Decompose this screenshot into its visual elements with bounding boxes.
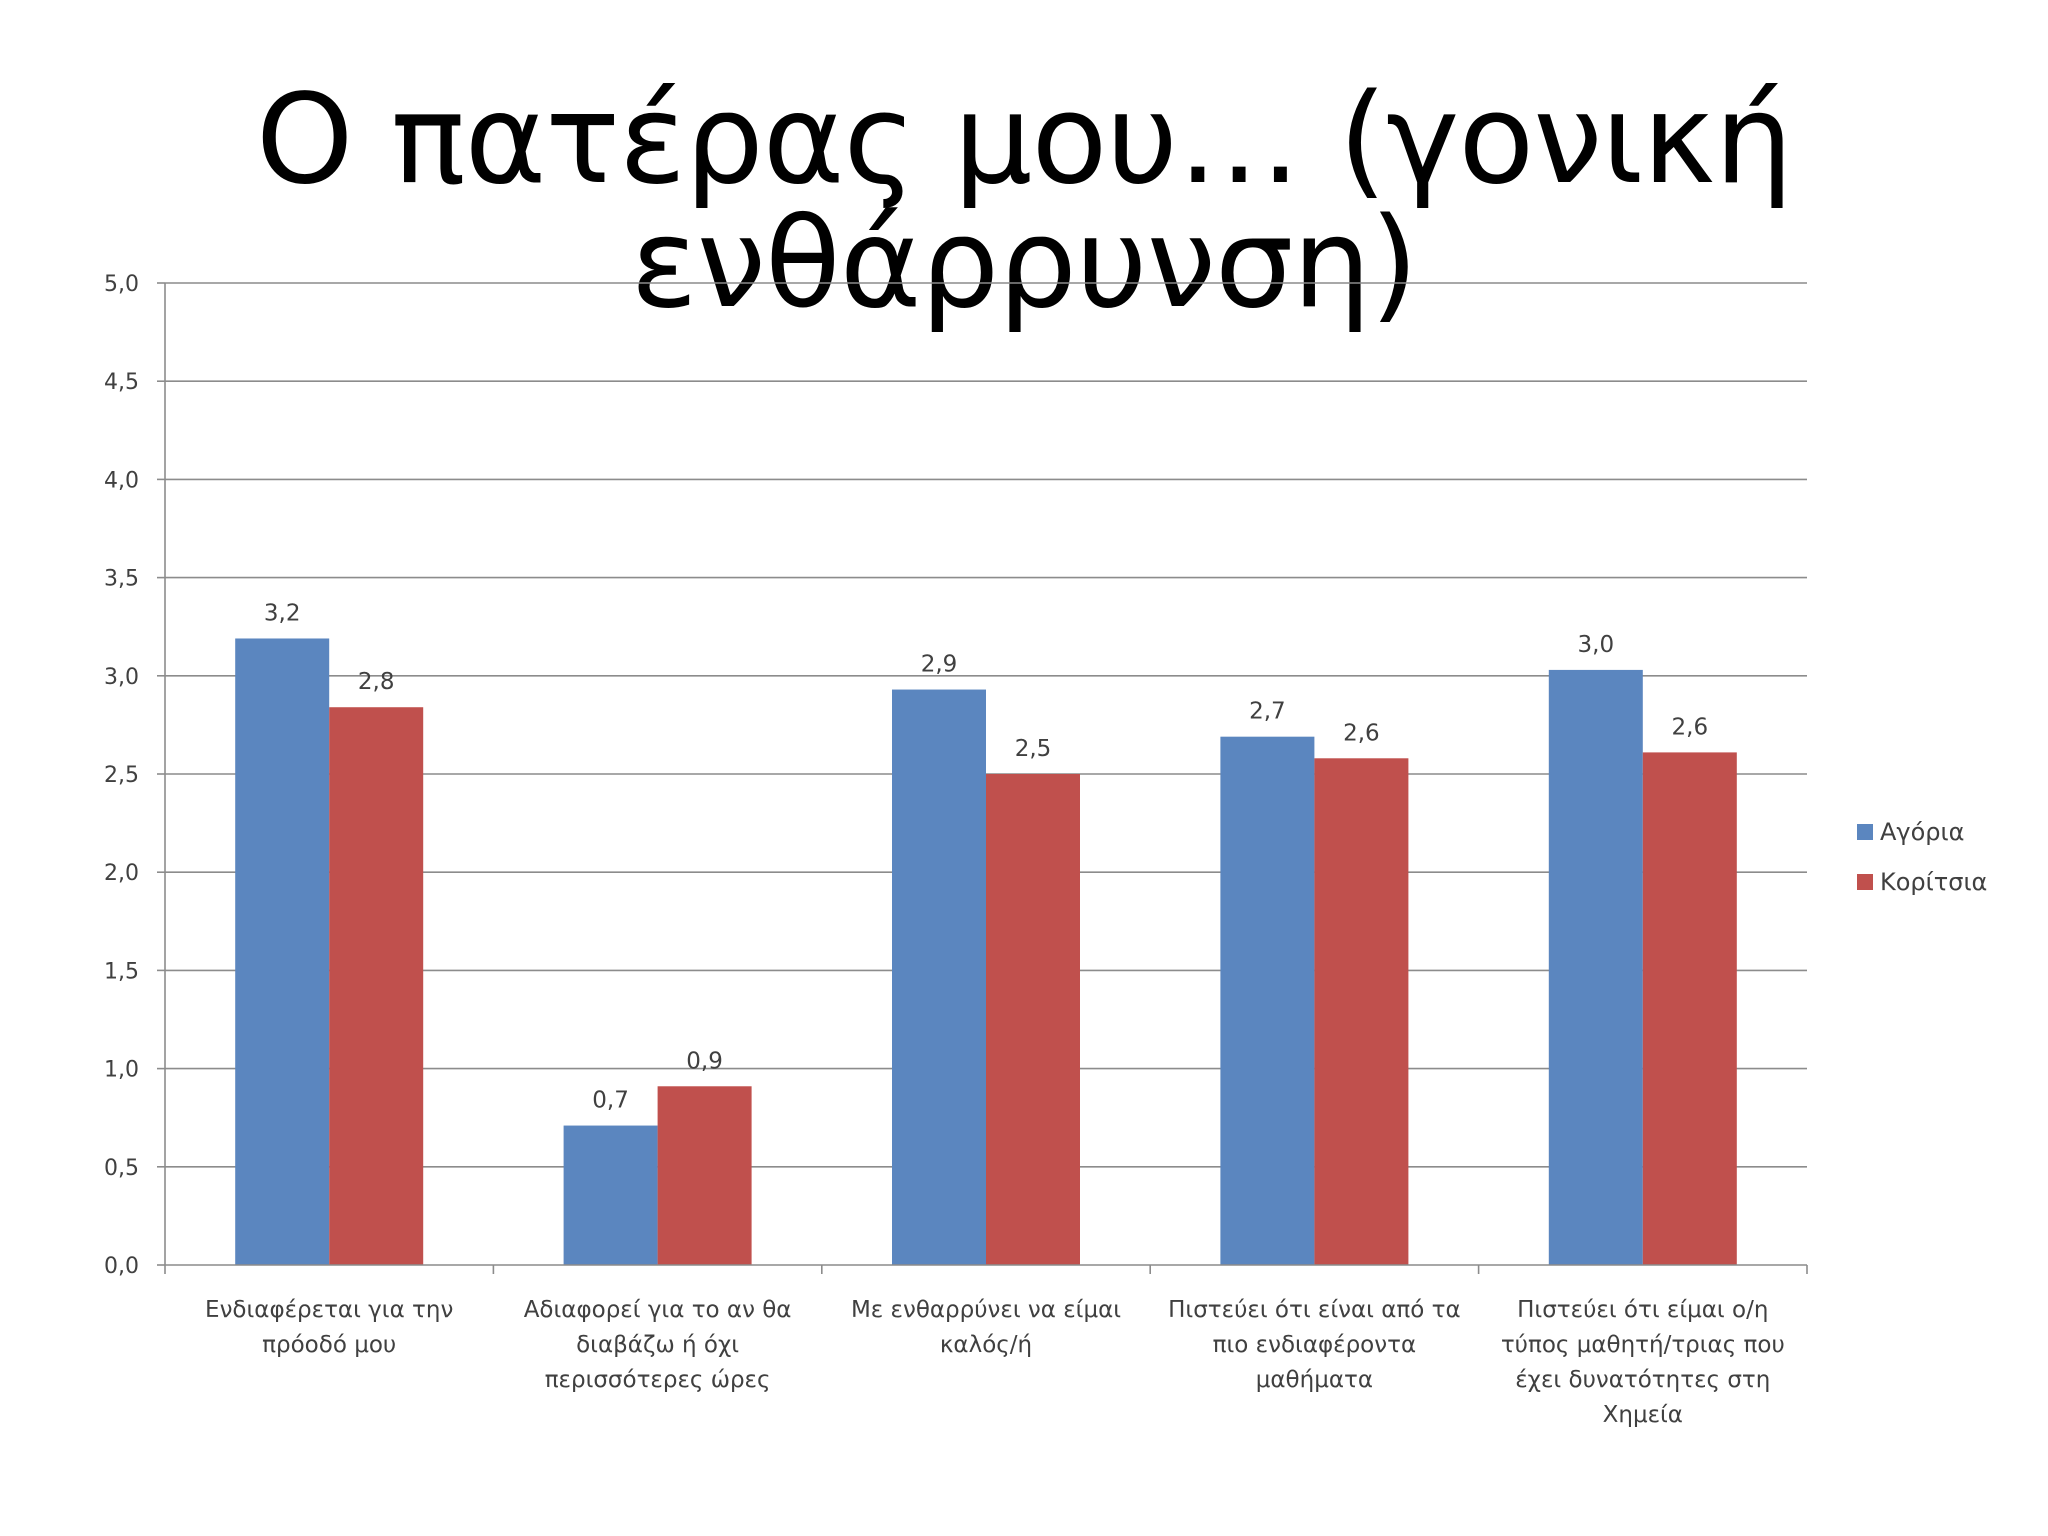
data-label: 2,9 [921,652,958,678]
category-label: Αδιαφορεί για το αν θα διαβάζω ή όχι περισ… [524,1297,792,1393]
category-label: Πιστεύει ότι είμαι ο/η τύπος μαθητή/τριας… [1501,1297,1785,1428]
data-label: 0,9 [686,1048,723,1074]
axes [157,282,1808,1274]
category-label-line: Χημεία [1603,1402,1683,1428]
category-label: Ενδιαφέρεται για την πρόοδό μου [205,1297,453,1358]
category-label-line: τύπος μαθητή/τριας που [1501,1332,1785,1358]
category-label-line: πρόοδό μου [262,1332,396,1358]
legend-swatch [1857,824,1873,840]
bar-boys [892,689,986,1265]
bar-girls [1314,758,1409,1265]
category-label-line: μαθήματα [1256,1367,1373,1393]
category-label-line: Πιστεύει ότι είμαι ο/η [1517,1297,1768,1323]
y-tick-label: 2,5 [104,763,139,788]
bar-girls [1642,752,1737,1265]
y-tick-label: 3,5 [104,567,139,592]
y-tick-label: 5,0 [104,272,139,297]
slide-title: Ο πατέρας μου… (γονική ενθάρρυνση) [255,68,1793,336]
bar-boys [1220,736,1315,1265]
category-label-line: Πιστεύει ότι είναι από τα [1168,1297,1461,1323]
data-label: 2,6 [1672,714,1709,740]
data-label: 0,7 [592,1088,629,1114]
bar-boys [235,638,330,1265]
y-tick-label: 0,0 [104,1254,139,1279]
y-tick-label: 4,5 [104,370,139,395]
y-tick-label: 0,5 [104,1156,139,1181]
y-tick-label: 3,0 [104,665,139,690]
y-tick-label: 4,0 [104,468,139,493]
category-label-line: διαβάζω ή όχι [576,1332,739,1358]
legend-swatch [1857,874,1873,890]
category-label-line: Αδιαφορεί για το αν θα [524,1297,792,1323]
data-label: 3,0 [1578,632,1615,658]
data-label: 3,2 [264,600,301,626]
category-label: Πιστεύει ότι είναι από τα πιο ενδιαφέροντ… [1168,1297,1461,1393]
data-label: 2,5 [1015,736,1052,762]
bar-boys [563,1125,658,1265]
category-label-line: Με ενθαρρύνει να είμαι [851,1297,1121,1323]
legend: Αγόρια Κορίτσια [1857,818,1987,896]
category-label-line: περισσότερες ώρες [545,1367,771,1393]
bar-girls [329,707,424,1265]
y-tick-label: 1,5 [104,959,139,984]
bar-boys [1548,669,1643,1265]
y-tick-label: 1,0 [104,1058,139,1083]
category-label-line: έχει δυνατότητες στη [1515,1367,1770,1393]
category-label: Με ενθαρρύνει να είμαι καλός/ή [851,1297,1121,1358]
labels: 0,0 0,5 1,0 1,5 2,0 2,5 3,0 3,5 4,0 4,5 5,0 3,2 2,8 Ε… [104,272,1785,1428]
data-label: 2,7 [1249,699,1286,725]
bars [235,638,1737,1265]
bar-girls [657,1086,752,1265]
data-label: 2,8 [358,669,395,695]
legend-label: Αγόρια [1880,818,1964,846]
category-label-line: πιο ενδιαφέροντα [1213,1332,1416,1358]
category-label-line: Ενδιαφέρεται για την [205,1297,453,1323]
legend-label: Κορίτσια [1880,868,1987,896]
bar-girls [986,774,1080,1265]
category-label-line: καλός/ή [940,1332,1032,1358]
data-label: 2,6 [1343,720,1380,746]
y-tick-label: 2,0 [104,861,139,886]
